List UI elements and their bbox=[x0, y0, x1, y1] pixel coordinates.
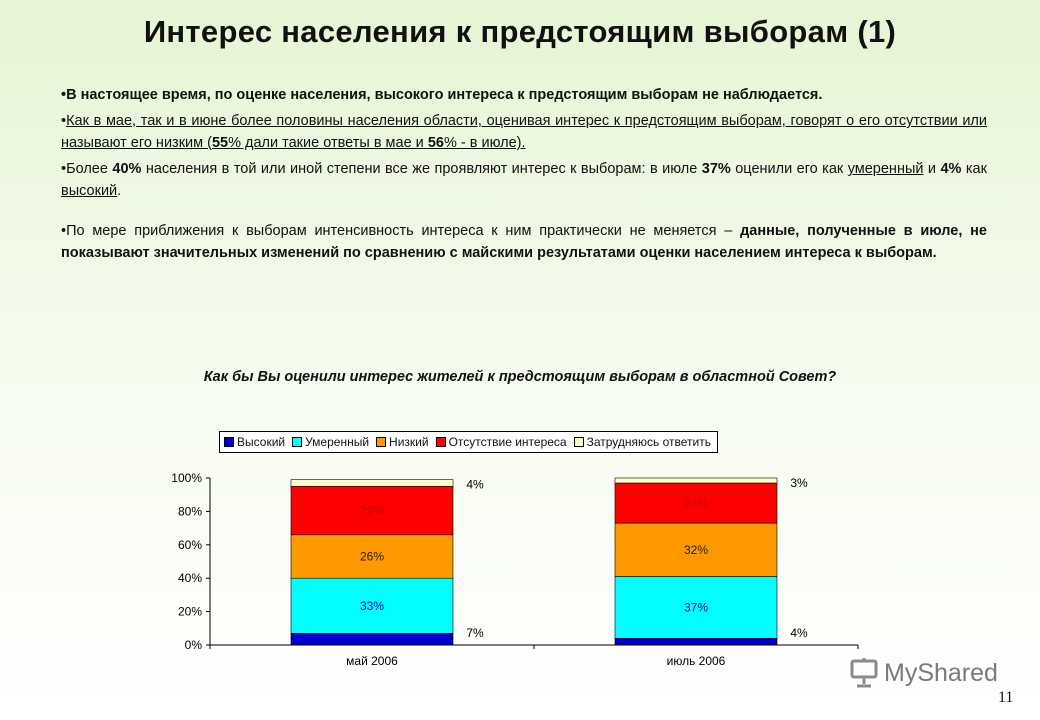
category-label-1: июль 2006 bbox=[667, 654, 726, 668]
y-tick-label-1: 20% bbox=[178, 605, 202, 619]
chart-title: Как бы Вы оценили интерес жителей к пред… bbox=[203, 369, 837, 385]
page-number: 11 bbox=[998, 689, 1014, 706]
presentation-board-icon bbox=[850, 658, 878, 688]
bullet-1: •В настоящее время, по оценке населения,… bbox=[61, 87, 823, 103]
data-label-1-1: 37% bbox=[684, 600, 708, 614]
legend-swatch-0 bbox=[224, 437, 234, 447]
legend-label-3: Отсутствие интереса bbox=[448, 435, 567, 449]
bullet-3-moderate-link[interactable]: умеренный bbox=[847, 161, 924, 177]
bullet-3-part4: и bbox=[923, 161, 941, 177]
bar-segment-1-3 bbox=[614, 482, 778, 524]
legend-label-4: Затрудняюсь ответить bbox=[586, 435, 711, 449]
chart-legend: Высокий Умеренный Низкий Отсутствие интерес… bbox=[219, 431, 718, 453]
y-tick-label-4: 80% bbox=[178, 504, 202, 518]
data-label-1-0: 4% bbox=[790, 626, 808, 640]
bar-segment-0-2 bbox=[290, 534, 454, 579]
bar-segment-0-4 bbox=[290, 479, 454, 487]
data-label-0-2: 26% bbox=[360, 549, 384, 563]
bullet-3-value-1: 40% bbox=[112, 161, 142, 177]
legend-swatch-4 bbox=[573, 437, 584, 447]
bullet-3-part1: Более bbox=[66, 161, 113, 177]
bullet-3-part2: населения в той или иной степени все же … bbox=[141, 161, 702, 177]
bullet-4-part1: По мере приближения к выборам интенсивно… bbox=[66, 223, 741, 239]
bullet-3-value-2: 37% bbox=[701, 161, 731, 177]
data-label-0-1: 33% bbox=[360, 599, 384, 613]
bar-segment-1-1 bbox=[614, 576, 778, 639]
bullet-2-part2: % дали такие ответы в мае и bbox=[228, 135, 428, 151]
y-tick-label-5: 100% bbox=[171, 471, 202, 485]
bullet-2-part1: Как в мае, так и в июне более половины н… bbox=[61, 113, 987, 151]
bar-segment-0-3 bbox=[290, 486, 454, 536]
legend-swatch-3 bbox=[435, 437, 446, 447]
bar-segment-0-0 bbox=[290, 633, 454, 646]
bar-segment-0-1 bbox=[290, 577, 454, 634]
bullet-3-part3: оценили его как bbox=[730, 161, 848, 177]
legend-item-4: Затрудняюсь ответить bbox=[573, 435, 711, 449]
data-label-1-3: 24% bbox=[684, 496, 708, 510]
logo-text: MyShared bbox=[884, 658, 998, 687]
legend-label-0: Высокий bbox=[237, 435, 286, 449]
slide-title: Интерес населения к предстоящим выборам … bbox=[143, 14, 897, 49]
legend-item-3: Отсутствие интереса bbox=[435, 435, 567, 449]
bullet-1-text: В настоящее время, по оценке населения, … bbox=[66, 87, 823, 103]
category-label-0: май 2006 bbox=[346, 654, 398, 668]
bullet-4-part2: данные, полученные в июле, не показывают… bbox=[61, 223, 987, 261]
bullet-3-part6: . bbox=[117, 183, 122, 199]
bullet-3: •Более 40% населения в той или иной степ… bbox=[61, 161, 987, 199]
legend-label-1: Умеренный bbox=[305, 435, 370, 449]
bullet-4: •По мере приближения к выборам интенсивн… bbox=[61, 223, 987, 261]
y-tick-label-0: 0% bbox=[185, 638, 203, 652]
bullet-2-value-may: 55 bbox=[211, 135, 229, 151]
data-label-1-4: 3% bbox=[790, 476, 808, 490]
bullet-2-value-july: 56 bbox=[427, 135, 444, 151]
data-label-1-2: 32% bbox=[684, 543, 708, 557]
stacked-bar-chart: 0% 20% 40% 60% 80% 100% 7% 33% 26% 29% 4% май 2006 4… bbox=[171, 471, 859, 668]
legend-swatch-2 bbox=[376, 437, 387, 447]
bullet-2: •Как в мае, так и в июне более половины … bbox=[61, 113, 987, 151]
bar-segment-1-4 bbox=[614, 477, 778, 484]
bar-segment-1-0 bbox=[614, 638, 778, 646]
data-label-0-4: 4% bbox=[466, 478, 484, 492]
myshared-logo: MyShared bbox=[848, 657, 998, 689]
y-tick-label-3: 60% bbox=[178, 538, 202, 552]
bullet-2-text: Как в мае, так и в июне более половины н… bbox=[61, 113, 987, 151]
legend-item-2: Низкий bbox=[376, 435, 429, 449]
legend-item-0: Высокий bbox=[224, 435, 285, 449]
bullet-3-part5: как bbox=[961, 161, 987, 177]
legend-label-2: Низкий bbox=[389, 435, 429, 449]
data-label-0-0: 7% bbox=[466, 626, 484, 640]
y-tick-label-2: 40% bbox=[178, 571, 202, 585]
legend-item-1: Умеренный bbox=[292, 435, 369, 449]
data-label-0-3: 29% bbox=[360, 504, 384, 518]
bullet-3-high-link[interactable]: высокий bbox=[61, 183, 118, 199]
bullet-2-part3: % - в июле). bbox=[443, 135, 526, 151]
bullet-3-value-3: 4% bbox=[940, 161, 962, 177]
bullet-list: •В настоящее время, по оценке населения,… bbox=[61, 84, 987, 268]
legend-swatch-1 bbox=[292, 437, 303, 447]
